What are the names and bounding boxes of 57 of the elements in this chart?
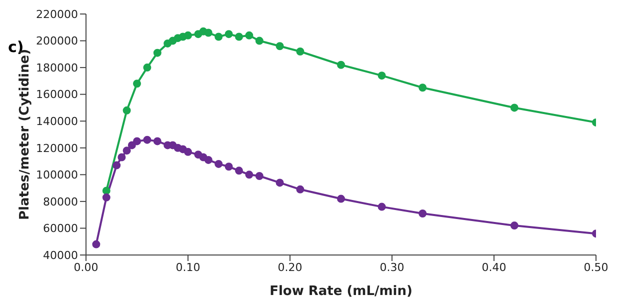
point	[510, 104, 518, 112]
y-tick-label: 60000	[43, 222, 78, 236]
y-tick-label: 140000	[36, 115, 78, 128]
y-tick-label: 220000	[36, 8, 78, 21]
point	[128, 141, 136, 150]
point	[204, 28, 212, 37]
point	[143, 64, 152, 72]
point	[133, 137, 141, 146]
point	[378, 72, 386, 80]
point	[102, 193, 110, 202]
x-tick-label: 0.40	[482, 260, 506, 274]
point	[122, 106, 131, 114]
point	[153, 48, 162, 57]
point	[510, 222, 518, 230]
y-tick-label: 40000	[43, 248, 78, 262]
point	[112, 161, 121, 170]
point	[418, 84, 427, 92]
point	[255, 172, 264, 180]
point	[276, 42, 284, 50]
point	[245, 170, 254, 179]
point	[255, 36, 264, 45]
point	[337, 194, 345, 203]
x-axis-title: Flow Rate (mL/min)	[270, 284, 412, 299]
point	[118, 153, 126, 162]
point	[184, 148, 192, 156]
point	[122, 146, 131, 155]
point	[245, 31, 254, 40]
x-tick-label: 0.50	[584, 260, 608, 274]
x-tick-label: 0.20	[278, 260, 302, 274]
x-tick-label: 0.30	[380, 260, 404, 274]
point	[418, 209, 427, 218]
y-tick-label: 160000	[36, 88, 78, 102]
point	[102, 186, 110, 195]
point	[143, 136, 152, 144]
y-tick-label: 80000	[43, 195, 78, 208]
point	[296, 185, 304, 194]
point	[92, 240, 100, 248]
y-tick-label: 120000	[36, 142, 78, 155]
point	[337, 60, 345, 69]
point	[204, 156, 212, 164]
y-tick-label: 200000	[36, 34, 78, 48]
point	[224, 30, 233, 38]
y-tick-label: 100000	[36, 168, 78, 182]
point	[214, 160, 223, 168]
point	[224, 162, 233, 171]
point	[276, 178, 284, 187]
point	[214, 32, 223, 41]
point	[378, 202, 386, 211]
y-tick-label: 180000	[36, 61, 78, 74]
point	[235, 32, 243, 41]
x-tick-label: 0.00	[74, 260, 98, 274]
point	[153, 137, 162, 146]
x-tick-label: 0.10	[176, 260, 200, 274]
point	[296, 47, 304, 56]
point	[235, 166, 243, 175]
point	[133, 80, 141, 88]
point	[184, 31, 192, 40]
